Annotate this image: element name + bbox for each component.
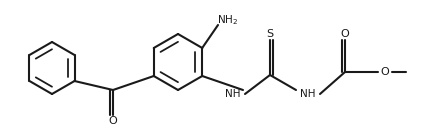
Text: NH$_2$: NH$_2$: [218, 13, 239, 27]
Text: O: O: [340, 29, 349, 39]
Text: O: O: [381, 67, 389, 77]
Text: NH: NH: [300, 89, 316, 99]
Text: S: S: [266, 29, 273, 39]
Text: NH: NH: [225, 89, 241, 99]
Text: O: O: [109, 116, 117, 126]
